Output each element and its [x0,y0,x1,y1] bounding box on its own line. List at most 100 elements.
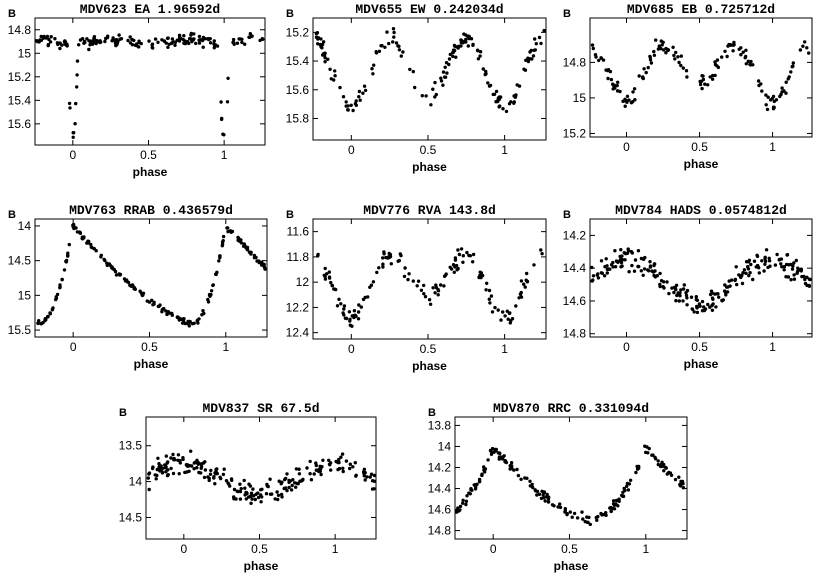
data-point [805,46,809,50]
data-point [228,229,233,233]
data-point [528,50,532,54]
data-point [723,49,727,53]
data-point [226,76,230,81]
data-point [619,248,623,252]
data-point [399,54,403,58]
data-point [225,226,229,230]
data-point [515,83,519,87]
x-axis-label: phase [412,160,447,174]
data-point [479,271,484,275]
data-point [411,279,415,283]
data-point [387,41,391,46]
data-point [656,47,661,51]
data-point [807,283,811,288]
data-point [231,40,235,45]
data-point [225,100,230,104]
y-tick-label: 14.8 [8,23,32,37]
data-point [273,497,277,501]
data-point [581,517,585,521]
data-point [735,282,739,287]
data-point [685,75,689,79]
data-point [757,266,761,270]
data-point [46,314,50,319]
data-point [744,48,748,52]
data-point [329,468,333,472]
data-point [606,76,610,81]
data-point [49,35,53,39]
chart-title: MDV655 EW 0.242034d [355,2,503,17]
data-point [457,252,462,257]
y-axis-label: B [286,8,294,20]
plot-frame [34,218,268,338]
data-point [790,267,795,271]
data-point [468,254,472,258]
data-point [250,497,254,501]
data-point [448,265,452,269]
data-point [492,92,497,97]
data-point [791,61,795,65]
data-point [706,83,710,87]
plot-frame [145,416,377,540]
data-point [660,43,664,47]
x-axis-label: phase [684,157,719,171]
data-point [739,46,743,50]
data-point [494,89,499,94]
data-point [239,487,243,491]
data-point [451,48,456,53]
data-point [782,268,786,272]
data-point [368,475,372,479]
data-point [87,47,91,52]
data-point [166,36,170,40]
data-point [162,39,167,43]
data-point [455,268,459,272]
data-point [58,41,62,45]
data-point [778,94,782,99]
data-point [481,67,485,71]
data-point [498,95,503,99]
x-tick-label: 0.5 [140,148,157,162]
y-tick-label: 13.8 [428,418,452,432]
y-tick-label: 15.4 [8,93,32,107]
data-point [392,30,396,35]
data-point [679,63,683,68]
data-point [611,87,615,91]
data-point [706,302,710,307]
data-point [483,72,487,77]
data-point [75,59,80,63]
data-point [658,282,662,287]
data-point [160,310,164,314]
data-point [531,54,536,58]
data-point [65,42,69,47]
data-point [605,271,609,275]
data-point [533,489,538,493]
data-point [172,458,176,462]
data-point [591,46,595,51]
data-point [259,493,263,497]
data-point [644,450,648,455]
data-point [379,44,383,48]
data-point [618,254,622,259]
data-point [208,472,213,476]
data-point [362,84,367,88]
x-tick-label: 1 [642,542,649,556]
y-tick-label: 15 [573,91,587,105]
data-point [406,277,410,282]
data-point [333,287,337,291]
data-point [513,94,518,98]
data-point [201,309,205,313]
data-point [685,296,689,300]
data-point [627,482,632,486]
data-point [87,239,91,244]
data-point [507,102,512,106]
data-point [777,257,782,262]
data-point [701,77,706,82]
data-point [357,303,361,307]
data-point [377,266,381,270]
data-point [629,249,633,254]
data-point [685,303,689,307]
data-point [501,107,505,111]
data-point [327,270,331,274]
data-point [772,99,776,104]
plot-frame [34,17,266,146]
data-point [411,69,415,74]
